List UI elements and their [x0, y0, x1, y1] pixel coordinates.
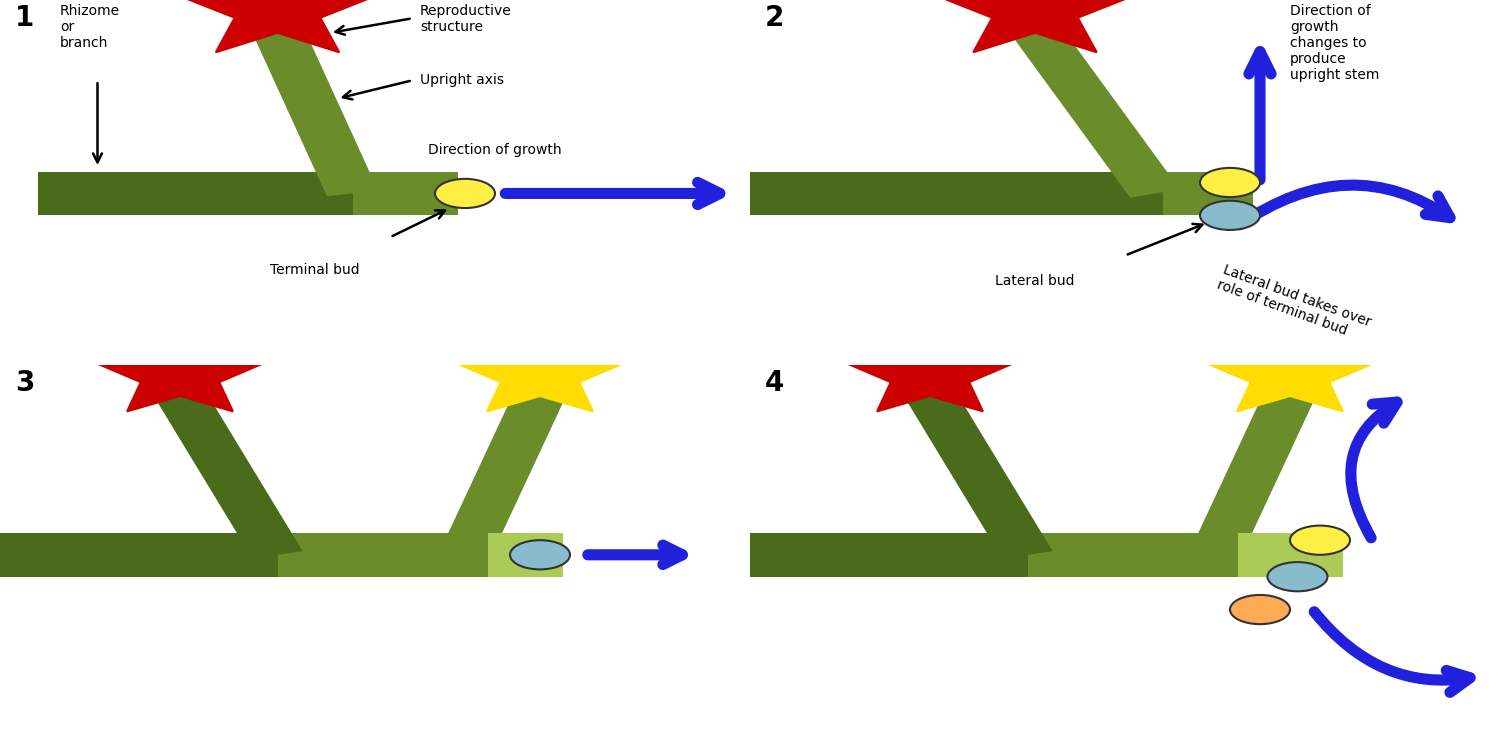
Polygon shape — [154, 391, 303, 558]
Circle shape — [1200, 168, 1260, 197]
Bar — [352, 172, 458, 215]
Circle shape — [510, 540, 570, 569]
Polygon shape — [177, 0, 378, 53]
Bar — [750, 533, 1028, 577]
Text: Rhizome
or
branch: Rhizome or branch — [60, 4, 120, 50]
Polygon shape — [1190, 391, 1316, 558]
Text: 4: 4 — [765, 369, 784, 396]
Polygon shape — [94, 332, 266, 412]
Polygon shape — [454, 332, 626, 412]
Polygon shape — [252, 26, 378, 196]
Text: 1: 1 — [15, 4, 34, 31]
Circle shape — [1230, 595, 1290, 624]
Bar — [1162, 172, 1252, 215]
Text: 2: 2 — [765, 4, 784, 31]
Text: Reproductive
structure: Reproductive structure — [420, 4, 512, 34]
Bar — [0, 533, 278, 577]
Polygon shape — [1204, 332, 1376, 412]
Text: Direction of
growth
changes to
produce
upright stem: Direction of growth changes to produce u… — [1290, 4, 1380, 82]
Polygon shape — [904, 391, 1053, 558]
Polygon shape — [1011, 25, 1179, 198]
Text: Lateral bud: Lateral bud — [996, 274, 1074, 288]
Bar — [750, 172, 1162, 215]
Text: Direction of growth: Direction of growth — [427, 143, 561, 157]
Bar — [38, 172, 352, 215]
Text: 3: 3 — [15, 369, 34, 396]
Polygon shape — [440, 391, 566, 558]
Text: Terminal bud: Terminal bud — [270, 263, 360, 277]
Bar — [1028, 533, 1237, 577]
Bar — [278, 533, 488, 577]
Polygon shape — [844, 332, 1016, 412]
Polygon shape — [934, 0, 1136, 53]
Text: Lateral bud takes over
role of terminal bud: Lateral bud takes over role of terminal … — [1215, 263, 1372, 345]
Circle shape — [1290, 526, 1350, 555]
Bar — [488, 533, 562, 577]
Circle shape — [435, 179, 495, 208]
Bar — [1238, 533, 1342, 577]
Circle shape — [1268, 562, 1328, 591]
Circle shape — [1200, 201, 1260, 230]
Text: Upright axis: Upright axis — [420, 73, 504, 87]
